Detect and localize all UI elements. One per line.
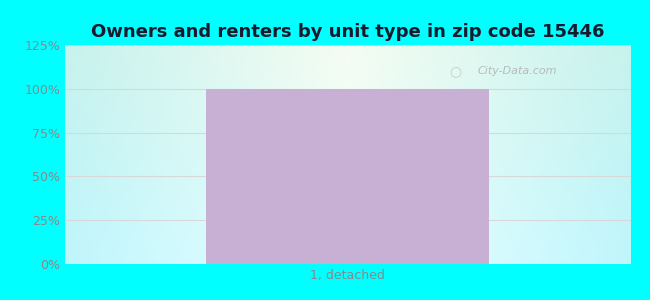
Bar [207, 89, 489, 264]
Text: City-Data.com: City-Data.com [478, 66, 557, 76]
Text: ○: ○ [449, 64, 462, 78]
Title: Owners and renters by unit type in zip code 15446: Owners and renters by unit type in zip c… [91, 23, 604, 41]
